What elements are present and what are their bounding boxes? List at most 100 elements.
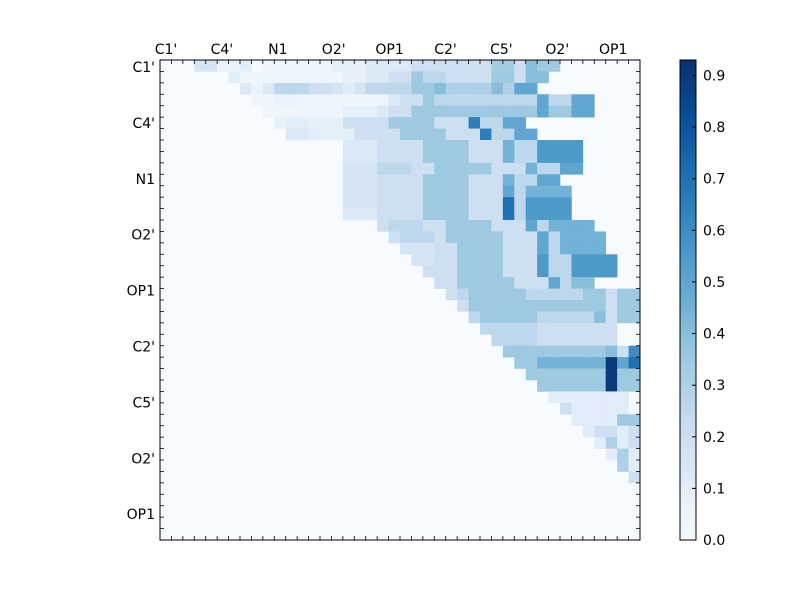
heatmap-cell — [434, 185, 447, 198]
heatmap-cell — [571, 334, 584, 347]
heatmap-cell — [457, 277, 469, 289]
heatmap-cell — [434, 254, 447, 267]
heatmap-cell — [388, 174, 401, 187]
heatmap-cell — [434, 128, 447, 141]
heatmap-cell — [320, 60, 332, 72]
heatmap-cell — [594, 334, 607, 347]
heatmap-cell — [502, 82, 515, 95]
heatmap-cell — [480, 94, 492, 107]
heatmap-cell — [537, 162, 549, 175]
heatmap-cell — [480, 277, 492, 289]
heatmap-cell — [354, 117, 367, 129]
heatmap-cell — [560, 94, 572, 107]
heatmap-cell — [331, 82, 344, 95]
x-tick-label: OP1 — [375, 42, 403, 58]
colorbar-tick-label: 0.8 — [703, 120, 725, 136]
heatmap-cell — [377, 197, 389, 209]
heatmap-cell — [617, 414, 629, 427]
heatmap-cell — [537, 345, 549, 358]
heatmap-cell — [445, 140, 458, 152]
heatmap-cell — [571, 220, 584, 232]
heatmap-cell — [400, 208, 412, 221]
heatmap-cell — [445, 208, 458, 221]
heatmap-cell — [560, 231, 572, 244]
heatmap-cell — [480, 105, 492, 118]
heatmap-cell — [457, 174, 469, 187]
heatmap-cell — [400, 105, 412, 118]
heatmap-cell — [468, 128, 481, 141]
heatmap-cell — [502, 60, 515, 72]
heatmap-cell — [422, 117, 435, 129]
heatmap-cell — [457, 220, 469, 232]
x-tick-label: C1' — [155, 42, 178, 58]
heatmap-cell — [537, 300, 549, 312]
heatmap-cell — [400, 151, 412, 164]
heatmap-cell — [491, 60, 504, 72]
heatmap-cell — [354, 140, 367, 152]
heatmap-cell — [457, 117, 469, 129]
heatmap-cell — [274, 105, 287, 118]
heatmap-cell — [457, 254, 469, 267]
heatmap-cell — [422, 128, 435, 141]
heatmap-cell — [571, 105, 584, 118]
heatmap-cell — [468, 94, 481, 107]
heatmap-cell — [480, 60, 492, 72]
heatmap-cell — [594, 402, 607, 415]
heatmap-cell — [342, 208, 355, 221]
heatmap-cell — [445, 197, 458, 209]
heatmap-cell — [525, 242, 538, 255]
heatmap-cell — [377, 128, 389, 141]
heatmap-cell — [502, 277, 515, 289]
x-tick-label: O2' — [322, 42, 346, 58]
heatmap-cell — [560, 345, 572, 358]
colorbar: 0.0 0.1 0.2 0.3 0.4 0.5 0.6 0.7 0.8 0.9 — [679, 59, 725, 549]
heatmap-cell — [491, 300, 504, 312]
heatmap-cell — [560, 277, 572, 289]
heatmap-cell — [582, 220, 595, 232]
heatmap-cell — [434, 94, 447, 107]
heatmap-cell — [457, 208, 469, 221]
heatmap-cell — [560, 322, 572, 335]
heatmap-cell — [445, 128, 458, 141]
y-tick-label: O2' — [131, 228, 155, 244]
heatmap-cell — [434, 151, 447, 164]
heatmap-cell — [502, 117, 515, 129]
heatmap-cell — [411, 128, 424, 141]
heatmap-cell — [422, 94, 435, 107]
colorbar-tick-label: 0.1 — [703, 481, 725, 497]
heatmap-cell — [491, 322, 504, 335]
heatmap-cell — [285, 105, 298, 118]
heatmap-cell — [480, 185, 492, 198]
heatmap-cell — [617, 448, 629, 461]
heatmap-cell — [388, 105, 401, 118]
heatmap-cell — [617, 380, 629, 392]
heatmap-cell — [537, 140, 549, 152]
heatmap-cell — [605, 254, 618, 267]
heatmap-cell — [354, 94, 367, 107]
heatmap-cell — [297, 94, 309, 107]
heatmap-cell — [422, 105, 435, 118]
heatmap-cell — [628, 345, 641, 358]
heatmap-cell — [400, 231, 412, 244]
heatmap-cell — [491, 162, 504, 175]
heatmap-cell — [411, 105, 424, 118]
heatmap-cell — [491, 288, 504, 301]
heatmap-cell — [514, 300, 527, 312]
heatmap-cell — [491, 105, 504, 118]
heatmap-cell — [400, 162, 412, 175]
colorbar-tick-label: 0.7 — [703, 172, 725, 188]
heatmap-cell — [525, 162, 538, 175]
heatmap-cell — [628, 414, 641, 427]
heatmap-cell — [434, 208, 447, 221]
heatmap-cell — [468, 277, 481, 289]
heatmap-cell — [605, 380, 618, 392]
heatmap-cell — [548, 265, 561, 278]
heatmap-cell — [605, 437, 618, 449]
heatmap-cell — [457, 94, 469, 107]
heatmap-cell — [491, 71, 504, 84]
heatmap-cell — [502, 105, 515, 118]
heatmap-cell — [205, 60, 218, 72]
heatmap-cell — [502, 322, 515, 335]
heatmap-cell — [571, 265, 584, 278]
heatmap-cell — [468, 197, 481, 209]
